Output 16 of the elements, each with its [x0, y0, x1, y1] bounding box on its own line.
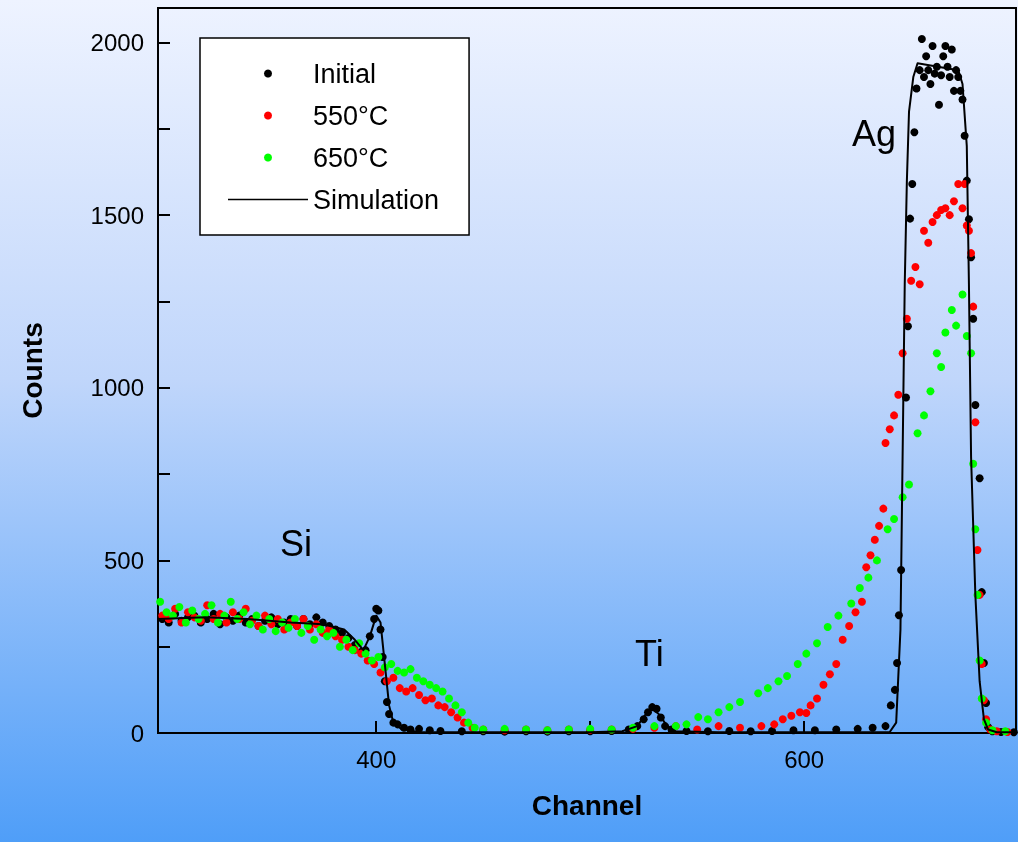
legend-label: 650°C	[313, 142, 389, 173]
annotation: Ag	[852, 112, 897, 154]
y-tick-label: 2000	[90, 29, 144, 57]
annotation: Ti	[635, 632, 664, 674]
legend-label: 550°C	[313, 100, 389, 131]
y-tick-label: 1500	[90, 201, 144, 229]
x-tick-label: 600	[784, 745, 825, 773]
x-axis-title: Channel	[531, 789, 643, 821]
y-axis-title: Counts	[16, 322, 48, 419]
y-tick-label: 500	[103, 546, 144, 574]
annotation: Si	[280, 522, 313, 564]
y-tick-label: 1000	[90, 374, 144, 402]
legend-label: Initial	[313, 58, 377, 89]
legend-label: Simulation	[313, 184, 440, 215]
y-tick-label: 0	[130, 719, 144, 747]
x-tick-label: 400	[356, 745, 397, 773]
